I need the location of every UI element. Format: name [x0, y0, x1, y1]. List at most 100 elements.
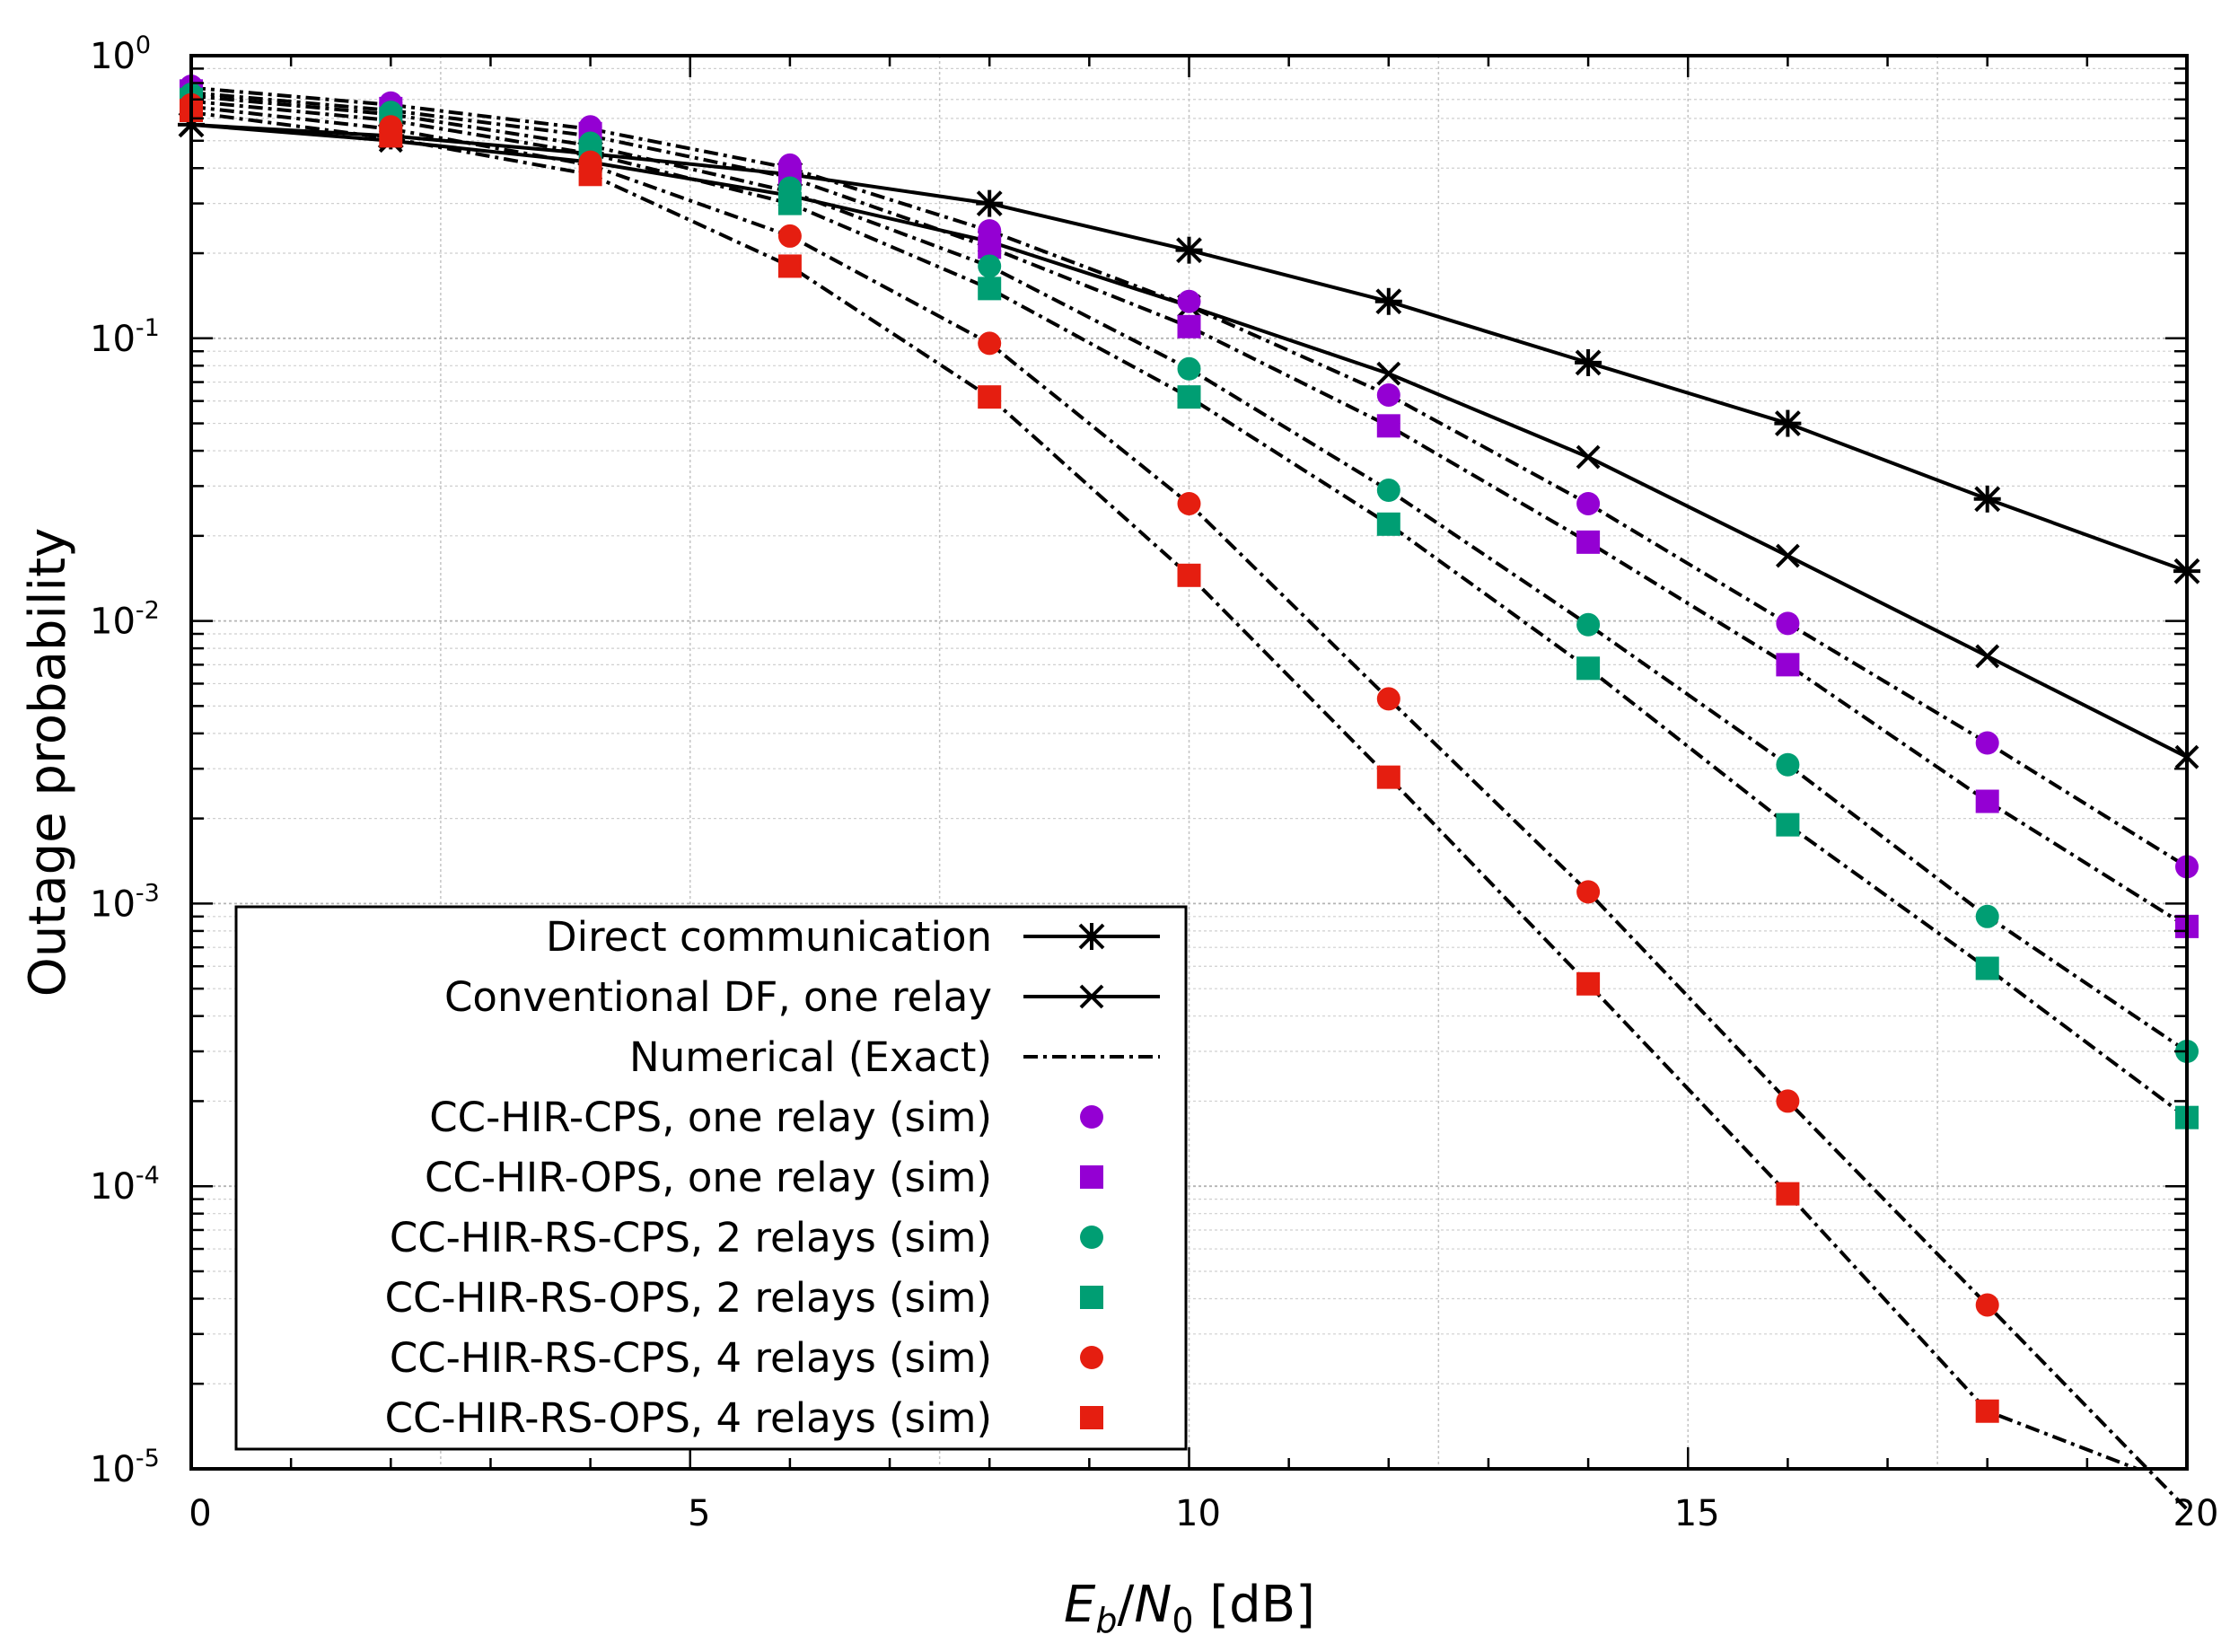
curve-point-marker	[1973, 485, 2001, 513]
sim-data-point	[1177, 289, 1201, 313]
y-tick-exponent: -4	[136, 1162, 160, 1190]
curve-point-marker	[1376, 361, 1401, 386]
curve-line	[190, 99, 2189, 1120]
legend-marker	[1079, 984, 1104, 1009]
sim-data-point	[1376, 382, 1400, 407]
y-tick-exponent: -5	[136, 1445, 160, 1472]
sim-data-point	[1776, 1089, 1800, 1113]
sim-data-point	[1376, 414, 1400, 438]
x-tick-label: 10	[1175, 1493, 1221, 1534]
x-title-slash: /	[1118, 1576, 1135, 1634]
legend-marker	[1080, 1165, 1103, 1189]
y-tick-label: 100	[90, 31, 151, 77]
legend-label: CC-HIR-CPS, one relay (sim)	[429, 1094, 992, 1141]
curve-point-marker	[1575, 348, 1602, 376]
sim-data-point	[1776, 1182, 1800, 1206]
x-title-unit: [dB]	[1194, 1576, 1315, 1634]
legend-label: CC-HIR-OPS, one relay (sim)	[425, 1154, 992, 1201]
x-title-sub-0: 0	[1172, 1601, 1193, 1640]
sim-data-point	[1576, 656, 1601, 681]
y-tick-label: 10-4	[90, 1162, 160, 1208]
sim-data-point	[1376, 687, 1400, 711]
y-tick-base: 10	[90, 1449, 136, 1490]
y-tick-base: 10	[90, 319, 136, 360]
legend-label: CC-HIR-RS-CPS, 4 relays (sim)	[390, 1334, 992, 1382]
sim-data-point	[1975, 789, 1999, 813]
sim-data-point	[1576, 880, 1601, 904]
legend-marker	[1080, 1406, 1103, 1429]
y-tick-base: 10	[90, 1166, 136, 1208]
sim-data-point	[1177, 356, 1201, 381]
sim-data-point	[379, 124, 403, 148]
sim-data-point	[978, 254, 1002, 278]
sim-data-point	[978, 277, 1002, 301]
y-axis-title: Outage probability	[19, 528, 77, 997]
x-tick-label: 20	[2173, 1493, 2219, 1534]
legend-label: CC-HIR-RS-OPS, 4 relays (sim)	[385, 1394, 992, 1442]
curve-point-marker	[1774, 409, 1802, 437]
legend-label: Conventional DF, one relay	[444, 973, 992, 1021]
x-title-sub-b: b	[1095, 1601, 1117, 1640]
sim-data-point	[1776, 611, 1800, 636]
y-tick-exponent: -2	[136, 597, 160, 625]
curve-point-marker-stroke	[1775, 543, 1800, 568]
curve-point-marker	[1576, 444, 1601, 470]
sim-data-point	[978, 331, 1002, 356]
sim-data-point	[777, 224, 802, 248]
sim-data-point	[1576, 971, 1601, 996]
sim-data-point	[1975, 956, 1999, 980]
x-title-e: E	[1064, 1576, 1096, 1634]
curve-point-marker-stroke	[1376, 361, 1401, 386]
sim-data-point	[1975, 1399, 1999, 1423]
y-tick-label: 10-2	[90, 597, 160, 643]
sim-data-point	[1376, 512, 1400, 536]
y-tick-base: 10	[90, 36, 136, 77]
x-tick-label: 5	[688, 1493, 710, 1534]
sim-data-point	[1576, 612, 1601, 637]
y-tick-label: 10-5	[90, 1445, 160, 1490]
x-title-n: N	[1134, 1576, 1172, 1634]
legend-marker-stroke	[1079, 984, 1104, 1009]
legend: Direct communication Conventional DF, one…	[234, 905, 1188, 1451]
legend-label: Numerical (Exact)	[629, 1033, 992, 1081]
sim-data-point	[1177, 563, 1201, 587]
curve-point-marker	[1374, 287, 1402, 315]
y-tick-label: 10-1	[90, 314, 160, 360]
ticks	[189, 56, 2189, 1469]
sim-data-point	[1576, 530, 1601, 554]
sim-data-point	[1177, 385, 1201, 409]
x-axis-title: Eb/N0 [dB]	[1064, 1576, 1315, 1640]
x-tick-label: 15	[1674, 1493, 1720, 1534]
sim-data-point	[1776, 653, 1800, 677]
sim-data-point	[1776, 813, 1800, 837]
curve-point-marker-stroke	[1975, 644, 2000, 669]
sim-data-point	[1975, 1293, 1999, 1317]
legend-label: Direct communication	[546, 913, 992, 961]
x-tick-label: 0	[189, 1493, 211, 1534]
legend-marker	[1080, 1346, 1103, 1369]
legend-marker	[1078, 923, 1105, 950]
y-tick-base: 10	[90, 883, 136, 925]
sim-data-point	[578, 163, 602, 187]
curve-point-marker	[1175, 236, 1203, 264]
y-tick-exponent: -1	[136, 314, 160, 342]
sim-data-point	[1177, 491, 1201, 515]
y-tick-exponent: -3	[136, 879, 160, 907]
legend-label: CC-HIR-RS-OPS, 2 relays (sim)	[385, 1274, 992, 1322]
legend-marker	[1080, 1105, 1103, 1129]
y-tick-label: 10-3	[90, 879, 160, 925]
sim-data-point	[1776, 752, 1800, 777]
sim-data-point	[1177, 314, 1201, 338]
y-tick-base: 10	[90, 602, 136, 643]
sim-data-point	[1975, 904, 1999, 928]
sim-data-point	[777, 254, 802, 278]
sim-data-point	[978, 385, 1002, 409]
legend-label: CC-HIR-RS-CPS, 2 relays (sim)	[390, 1214, 992, 1261]
sim-data-point	[777, 191, 802, 215]
sim-data-point	[1576, 491, 1601, 515]
curve-point-marker	[1775, 543, 1800, 568]
sim-data-point	[1376, 765, 1400, 789]
y-tick-exponent: 0	[136, 31, 151, 59]
